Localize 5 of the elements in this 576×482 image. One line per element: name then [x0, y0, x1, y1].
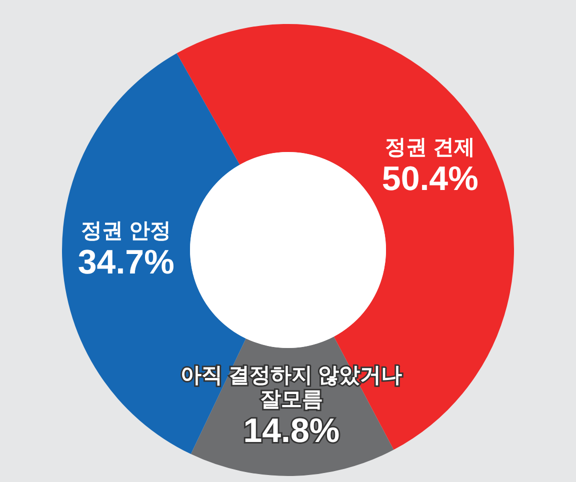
data-label: 34.7%	[78, 244, 174, 282]
slice-label: 정권 안정	[81, 220, 172, 243]
data-label: 14.8%	[243, 412, 340, 450]
slice-label: 정권 견제	[385, 136, 476, 160]
data-label: 50.4%	[382, 160, 478, 198]
